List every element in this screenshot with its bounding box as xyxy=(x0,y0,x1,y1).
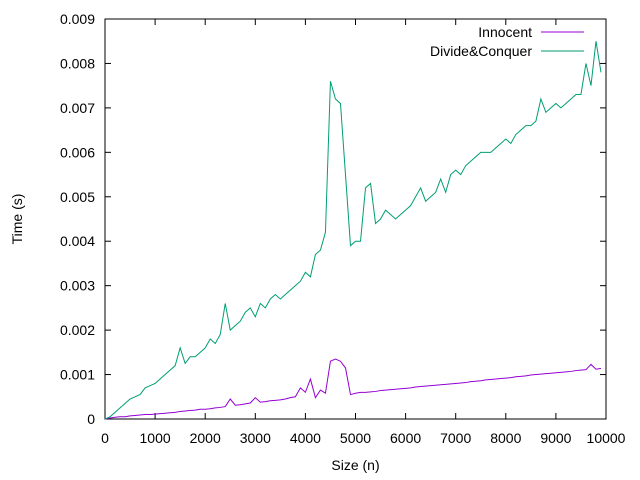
x-tick-label: 0 xyxy=(101,430,109,446)
x-axis-label: Size (n) xyxy=(331,457,379,473)
x-tick-label: 7000 xyxy=(440,430,471,446)
x-tick-label: 6000 xyxy=(390,430,421,446)
plot-border xyxy=(104,18,607,420)
x-axis-ticks: 0 1000 2000 3000 4000 5000 6000 7000 8000 9000 100… xyxy=(101,19,626,446)
x-tick-label: 2000 xyxy=(190,430,221,446)
y-tick-label: 0.001 xyxy=(60,367,95,383)
series-lines xyxy=(104,41,602,420)
y-tick-label: 0.002 xyxy=(60,322,95,338)
x-tick-label: 3000 xyxy=(240,430,271,446)
legend: Innocent Divide&Conquer xyxy=(430,24,584,59)
x-tick-label: 5000 xyxy=(340,430,371,446)
series-line-innocent xyxy=(104,358,602,420)
y-tick-label: 0.009 xyxy=(60,11,95,27)
legend-label: Innocent xyxy=(478,24,532,40)
series-line-divide-and-conquer xyxy=(104,41,602,420)
x-tick-label: 1000 xyxy=(140,430,171,446)
y-tick-label: 0.004 xyxy=(60,233,95,249)
y-tick-label: 0.008 xyxy=(60,55,95,71)
y-tick-label: 0.007 xyxy=(60,100,95,116)
y-axis-ticks: 0 0.001 0.002 0.003 0.004 0.005 0.006 0.007 0.00… xyxy=(60,11,606,427)
y-tick-label: 0.005 xyxy=(60,189,95,205)
plot-frame xyxy=(104,18,607,420)
y-tick-label: 0.006 xyxy=(60,144,95,160)
y-tick-label: 0.003 xyxy=(60,278,95,294)
x-tick-label: 9000 xyxy=(540,430,571,446)
x-tick-label: 4000 xyxy=(290,430,321,446)
y-tick-label: 0 xyxy=(87,411,95,427)
x-tick-label: 8000 xyxy=(490,430,521,446)
y-axis-label: Time (s) xyxy=(9,194,25,245)
legend-label: Divide&Conquer xyxy=(430,43,532,59)
x-tick-label: 10000 xyxy=(587,430,626,446)
